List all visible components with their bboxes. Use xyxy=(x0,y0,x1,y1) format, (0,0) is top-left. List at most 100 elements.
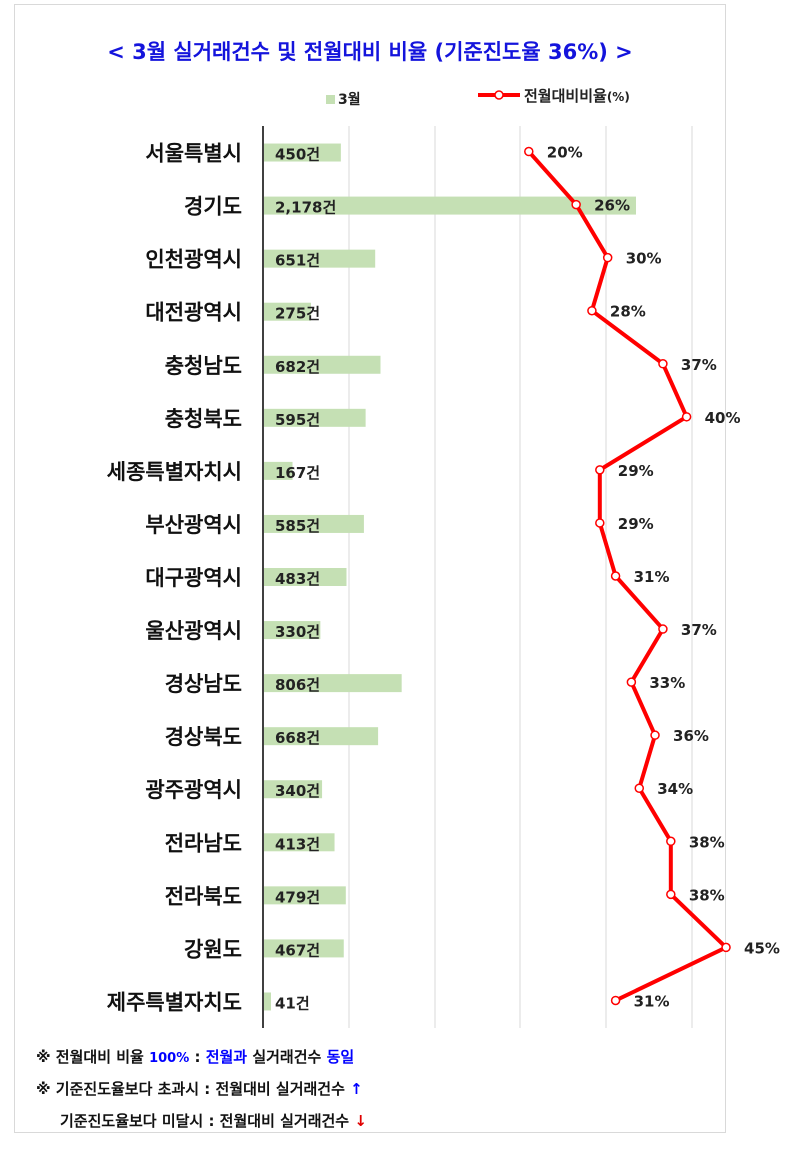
up-arrow-icon: ↑ xyxy=(350,1080,363,1098)
category-label-11: 경상북도 xyxy=(165,725,242,749)
category-labels: 서울특별시경기도인천광역시대전광역시충청남도충청북도세종특별자치시부산광역시대구… xyxy=(107,142,242,1015)
bar-label-14: 479건 xyxy=(275,888,320,906)
bar-5 xyxy=(264,408,366,427)
bar-2 xyxy=(264,249,376,268)
ratio-point-1 xyxy=(571,199,581,210)
note1-sep: : xyxy=(189,1048,206,1066)
bar-1 xyxy=(264,196,636,215)
ratio-point-9 xyxy=(658,624,668,634)
ratio-point-14 xyxy=(666,889,676,900)
category-label-2: 인천광역시 xyxy=(145,248,242,272)
bar-label-1: 2,178건 xyxy=(275,199,336,217)
legend: 3월 전월대비비율(%) xyxy=(326,87,630,108)
bar-label-3: 275건 xyxy=(275,305,320,323)
ratio-point-11 xyxy=(650,730,660,740)
ratio-label-3: 28% xyxy=(610,303,646,321)
bar-label-6: 167건 xyxy=(275,464,320,482)
category-label-8: 대구광역시 xyxy=(145,566,242,590)
legend-line-name: 전월대비비율 xyxy=(524,87,607,105)
category-label-0: 서울특별시 xyxy=(145,142,242,166)
legend-line-marker xyxy=(494,90,504,100)
ratio-point-15 xyxy=(721,942,731,953)
category-label-6: 세종특별자치시 xyxy=(107,460,242,484)
ratio-label-4: 37% xyxy=(681,356,717,374)
ratio-label-6: 29% xyxy=(618,462,654,480)
ratio-point-16 xyxy=(610,995,621,1006)
ratio-label-8: 31% xyxy=(634,568,670,586)
note1-word2: 과 xyxy=(233,1048,253,1066)
bar-label-12: 340건 xyxy=(275,782,320,800)
bar-label-9: 330건 xyxy=(275,623,320,641)
ratio-label-12: 34% xyxy=(657,780,693,798)
note-line-2: ※ 기준진도율보다 초과시 : 전월대비 실거래건수 ↑ xyxy=(36,1078,363,1099)
bar-10 xyxy=(264,674,402,693)
note-line-3: 기준진도율보다 미달시 : 전월대비 실거래건수 ↓ xyxy=(60,1110,367,1131)
bar-labels: 450건 2,178건 651건 275건 682건 595건 167건 585건 483건 33… xyxy=(275,146,336,1013)
legend-bar-swatch xyxy=(326,95,335,104)
ratio-point-12 xyxy=(634,783,645,793)
category-label-1: 경기도 xyxy=(184,195,242,219)
ratio-label-14: 38% xyxy=(689,886,725,904)
note1-pct: 100% xyxy=(149,1051,190,1066)
ratio-label-15: 45% xyxy=(744,939,780,957)
ratio-label-16: 31% xyxy=(634,992,670,1010)
ratio-point-0 xyxy=(524,146,534,157)
note1-word1: 전월 xyxy=(205,1048,234,1066)
bar-12 xyxy=(264,780,323,799)
bar-14 xyxy=(264,886,346,905)
gridlines xyxy=(262,126,693,1028)
chart-frame xyxy=(14,4,726,1133)
bar-label-10: 806건 xyxy=(275,676,320,694)
category-label-10: 경상남도 xyxy=(165,672,242,696)
note-line-1: ※ 전월대비 비율 100% : 전월과 실거래건수 동일 xyxy=(36,1046,354,1067)
bar-0 xyxy=(264,143,341,162)
ratio-label-0: 20% xyxy=(547,144,583,162)
bar-label-2: 651건 xyxy=(275,252,320,270)
ratio-point-5 xyxy=(681,412,692,422)
ratio-point-7 xyxy=(595,518,605,528)
ratio-point-3 xyxy=(587,305,597,316)
ratio-label-11: 36% xyxy=(673,727,709,745)
category-label-3: 대전광역시 xyxy=(145,301,242,325)
ratio-line: 20% 26% 30% 28% 37% 40% 29% 29% 31% 37% 33% 36% 34% 3… xyxy=(524,144,780,1010)
category-label-16: 제주특별자치도 xyxy=(107,990,242,1014)
category-label-15: 강원도 xyxy=(184,937,242,961)
bar-8 xyxy=(264,568,347,586)
ratio-label-10: 33% xyxy=(649,674,685,692)
bar-16 xyxy=(264,992,272,1011)
bar-13 xyxy=(264,833,335,852)
bar-label-0: 450건 xyxy=(275,146,320,164)
ratio-label-1: 26% xyxy=(594,197,630,215)
bar-label-13: 413건 xyxy=(275,835,320,853)
ratio-line-path xyxy=(527,150,729,1003)
ratio-label-13: 38% xyxy=(689,833,725,851)
ratio-label-7: 29% xyxy=(618,515,654,533)
category-label-5: 충청북도 xyxy=(165,407,242,431)
bar-7 xyxy=(264,514,364,533)
ratio-point-4 xyxy=(658,359,668,369)
bars xyxy=(264,143,636,1011)
ratio-label-9: 37% xyxy=(681,621,717,639)
note1-word4: 동일 xyxy=(326,1048,355,1066)
bar-label-11: 668건 xyxy=(275,729,320,747)
bar-label-7: 585건 xyxy=(275,517,320,535)
bar-9 xyxy=(264,621,321,640)
bar-label-4: 682건 xyxy=(275,358,320,376)
bar-label-5: 595건 xyxy=(275,411,320,429)
category-label-13: 전라남도 xyxy=(165,831,242,855)
note2-text: ※ 기준진도율보다 초과시 : 전월대비 실거래건수 xyxy=(36,1080,351,1098)
bar-label-15: 467건 xyxy=(275,941,320,959)
legend-bar-label: 3월 xyxy=(338,91,361,108)
ratio-point-2 xyxy=(602,252,613,263)
legend-line-label: 전월대비비율(%) xyxy=(524,87,630,105)
ratio-point-8 xyxy=(610,571,621,581)
bar-15 xyxy=(264,939,344,958)
ratio-point-6 xyxy=(595,465,605,475)
bar-4 xyxy=(264,355,381,374)
category-label-14: 전라북도 xyxy=(165,884,242,908)
category-label-9: 울산광역시 xyxy=(145,619,242,643)
bar-label-8: 483건 xyxy=(275,570,320,588)
bar-11 xyxy=(264,727,379,746)
down-arrow-icon: ↓ xyxy=(354,1112,367,1130)
